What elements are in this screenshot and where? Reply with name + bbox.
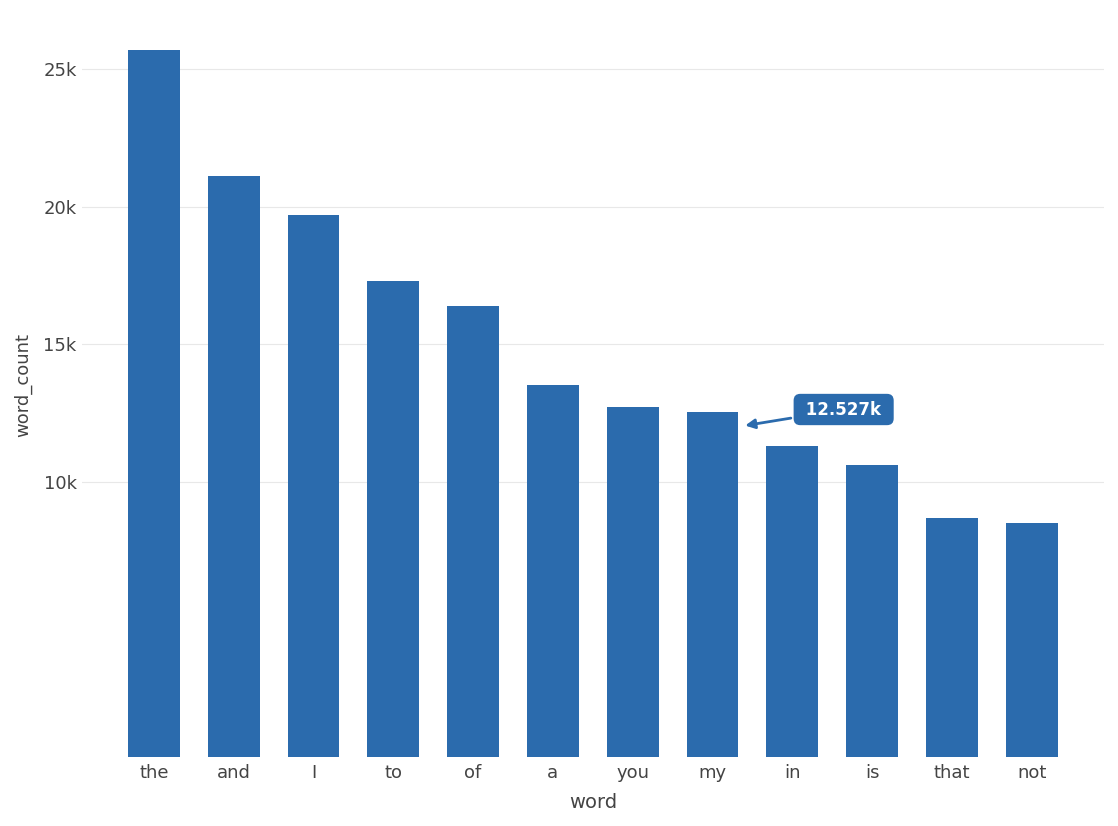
Bar [686,412,738,757]
Bar [208,176,259,757]
X-axis label: word: word [569,793,617,812]
Y-axis label: word_count: word_count [13,334,32,438]
Bar [127,50,180,757]
Bar [766,446,818,757]
Bar [926,518,978,757]
Bar [447,306,499,757]
Bar [846,465,898,757]
Text: 12.527k: 12.527k [748,401,887,428]
Bar [527,386,579,757]
Bar [607,407,659,757]
Bar [287,215,340,757]
Bar [368,281,419,757]
Bar [1006,523,1058,757]
